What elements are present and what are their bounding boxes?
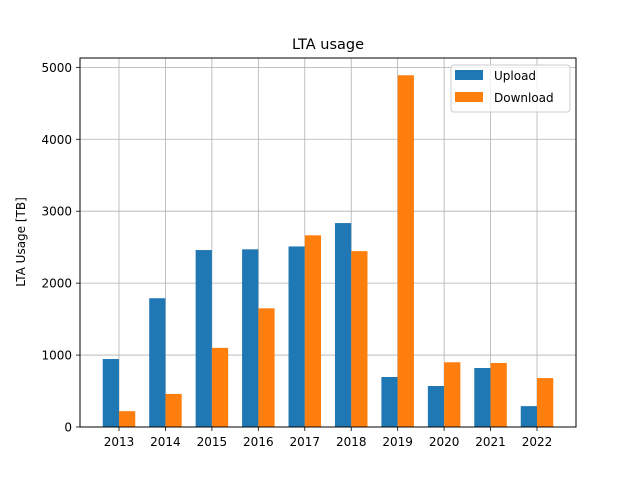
bar-download-2015 xyxy=(211,347,229,427)
legend: Upload Download xyxy=(450,64,571,113)
bar-upload-2020 xyxy=(427,386,445,427)
bar-upload-2022 xyxy=(520,406,537,427)
y-tick-label: 2000 xyxy=(41,277,72,291)
bar-upload-2014 xyxy=(149,298,166,427)
x-tick-label: 2014 xyxy=(150,435,181,449)
bar-upload-2019 xyxy=(381,377,398,427)
y-axis-ticks: 0 1000 2000 3000 4000 5000 xyxy=(41,61,80,435)
bar-upload-2018 xyxy=(334,223,352,427)
x-tick-label: 2022 xyxy=(522,435,553,449)
y-tick-label: 5000 xyxy=(41,61,72,75)
legend-label-download: Download xyxy=(494,91,554,105)
bar-upload-2015 xyxy=(195,250,212,427)
legend-label-upload: Upload xyxy=(494,69,536,83)
legend-swatch-upload xyxy=(455,70,483,80)
bar-upload-2016 xyxy=(242,249,259,427)
x-axis-ticks: 2013 2014 2015 2016 2017 2018 2019 2020 2021 2022 xyxy=(104,427,553,449)
y-tick-label: 4000 xyxy=(41,133,72,147)
axes-frame xyxy=(79,57,577,428)
x-tick-label: 2019 xyxy=(382,435,413,449)
bars xyxy=(102,75,554,428)
y-tick-label: 3000 xyxy=(41,205,72,219)
x-tick-label: 2017 xyxy=(290,435,321,449)
x-tick-label: 2020 xyxy=(429,435,460,449)
x-tick-label: 2015 xyxy=(197,435,228,449)
bar-download-2014 xyxy=(165,393,182,427)
y-tick-label: 0 xyxy=(64,421,72,435)
y-tick-label: 1000 xyxy=(41,349,72,363)
bar-upload-2021 xyxy=(474,368,491,427)
x-tick-label: 2016 xyxy=(243,435,274,449)
bar-download-2022 xyxy=(537,378,554,427)
bar-download-2017 xyxy=(304,235,322,427)
chart-title: LTA usage xyxy=(292,37,364,53)
bar-download-2016 xyxy=(258,308,275,427)
bar-download-2019 xyxy=(397,75,414,428)
bar-upload-2017 xyxy=(288,246,305,427)
bar-upload-2013 xyxy=(102,359,119,427)
x-tick-label: 2013 xyxy=(104,435,135,449)
y-axis-label: LTA Usage [TB] xyxy=(14,197,28,287)
bar-download-2018 xyxy=(351,251,368,427)
legend-swatch-download xyxy=(455,92,483,102)
x-tick-label: 2021 xyxy=(475,435,506,449)
bar-download-2013 xyxy=(119,411,136,427)
bar-download-2021 xyxy=(490,362,507,427)
bar-download-2020 xyxy=(444,362,461,427)
x-tick-label: 2018 xyxy=(336,435,367,449)
